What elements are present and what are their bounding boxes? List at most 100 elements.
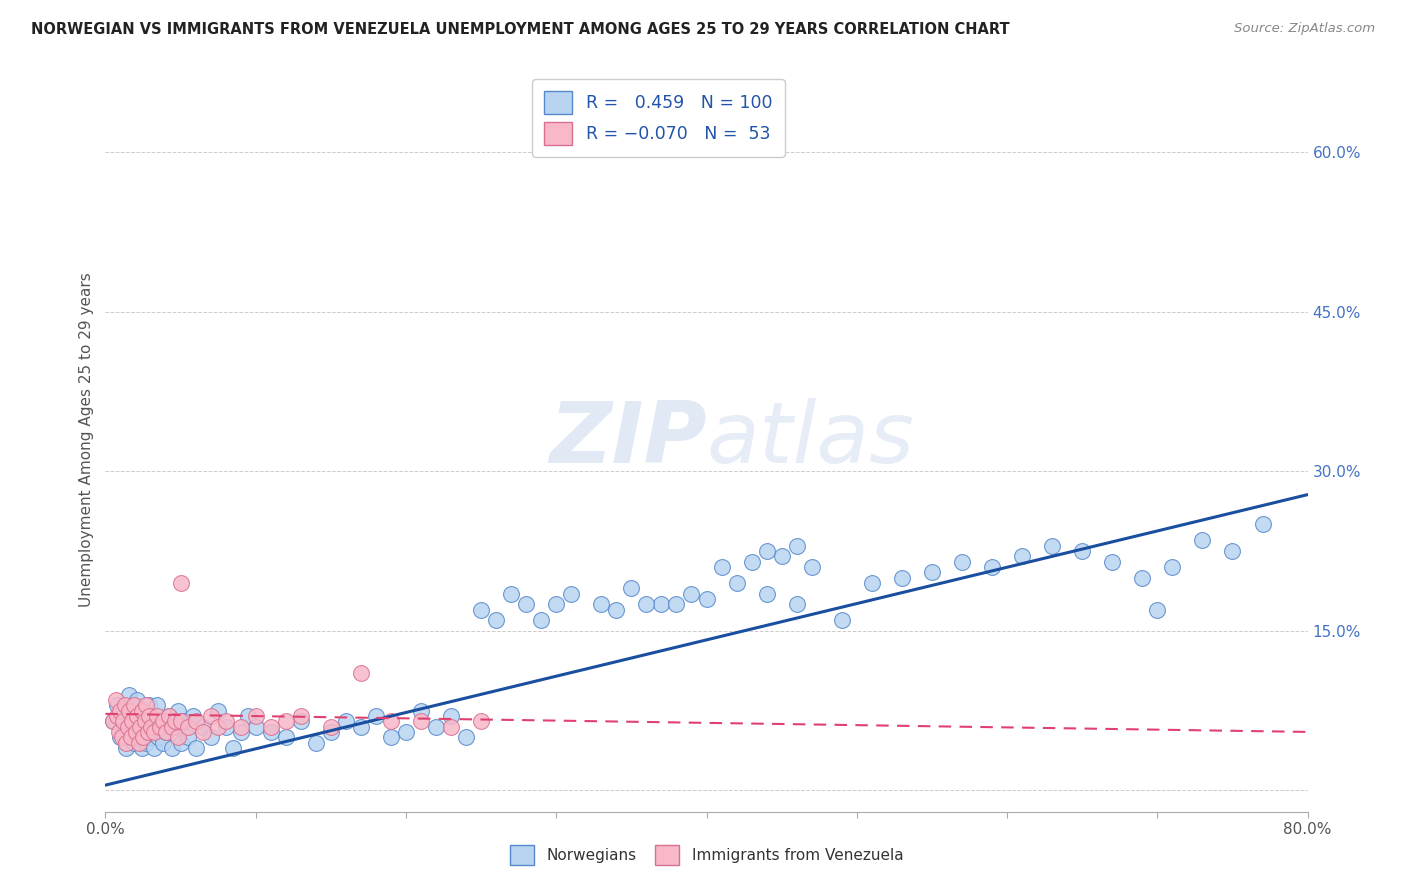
Point — [128, 730, 150, 744]
Point — [169, 735, 191, 749]
Point — [152, 735, 174, 749]
Point — [134, 704, 156, 718]
Point — [921, 566, 943, 580]
Point — [319, 720, 342, 734]
Point — [143, 720, 166, 734]
Point — [160, 740, 183, 755]
Point — [485, 613, 508, 627]
Point — [214, 720, 236, 734]
Point — [142, 740, 165, 755]
Point — [110, 704, 132, 718]
Point — [1146, 602, 1168, 616]
Point — [132, 730, 155, 744]
Point — [104, 693, 127, 707]
Point — [141, 709, 163, 723]
Point — [1222, 544, 1244, 558]
Point — [169, 714, 191, 729]
Point — [380, 730, 402, 744]
Point — [184, 714, 207, 729]
Point — [229, 720, 252, 734]
Point — [108, 725, 131, 739]
Point — [132, 725, 155, 739]
Point — [173, 714, 195, 729]
Point — [335, 714, 357, 729]
Point — [380, 714, 402, 729]
Point — [350, 720, 373, 734]
Point — [741, 555, 763, 569]
Point — [148, 714, 170, 729]
Text: Source: ZipAtlas.com: Source: ZipAtlas.com — [1234, 22, 1375, 36]
Point — [121, 704, 143, 718]
Point — [139, 730, 162, 744]
Point — [184, 740, 207, 755]
Point — [831, 613, 853, 627]
Point — [163, 714, 186, 729]
Point — [191, 725, 214, 739]
Point — [163, 720, 186, 734]
Point — [157, 709, 180, 723]
Point — [118, 704, 141, 718]
Point — [409, 714, 432, 729]
Point — [200, 709, 222, 723]
Point — [117, 720, 139, 734]
Point — [145, 698, 167, 713]
Point — [169, 576, 191, 591]
Point — [142, 725, 165, 739]
Point — [121, 714, 143, 729]
Point — [101, 714, 124, 729]
Point — [319, 725, 342, 739]
Point — [177, 720, 200, 734]
Point — [200, 730, 222, 744]
Point — [470, 602, 492, 616]
Point — [260, 725, 283, 739]
Point — [274, 714, 297, 729]
Point — [725, 576, 748, 591]
Point — [157, 709, 180, 723]
Point — [454, 730, 477, 744]
Point — [135, 735, 157, 749]
Point — [125, 693, 148, 707]
Point — [636, 597, 658, 611]
Point — [107, 698, 129, 713]
Point — [860, 576, 883, 591]
Point — [755, 544, 778, 558]
Point — [112, 714, 135, 729]
Point — [138, 698, 160, 713]
Point — [260, 720, 283, 734]
Point — [1011, 549, 1033, 564]
Text: NORWEGIAN VS IMMIGRANTS FROM VENEZUELA UNEMPLOYMENT AMONG AGES 25 TO 29 YEARS CO: NORWEGIAN VS IMMIGRANTS FROM VENEZUELA U… — [31, 22, 1010, 37]
Point — [1101, 555, 1123, 569]
Point — [440, 720, 463, 734]
Point — [290, 714, 312, 729]
Point — [1071, 544, 1094, 558]
Point — [229, 725, 252, 739]
Point — [770, 549, 793, 564]
Point — [786, 539, 808, 553]
Point — [112, 709, 135, 723]
Point — [152, 714, 174, 729]
Point — [1130, 571, 1153, 585]
Point — [124, 725, 146, 739]
Point — [222, 740, 245, 755]
Point — [155, 725, 177, 739]
Point — [440, 709, 463, 723]
Point — [501, 586, 523, 600]
Point — [305, 735, 328, 749]
Point — [155, 725, 177, 739]
Point — [274, 730, 297, 744]
Point — [1251, 517, 1274, 532]
Y-axis label: Unemployment Among Ages 25 to 29 years: Unemployment Among Ages 25 to 29 years — [79, 272, 94, 607]
Point — [136, 725, 159, 739]
Point — [131, 704, 153, 718]
Point — [425, 720, 447, 734]
Point — [214, 714, 236, 729]
Point — [681, 586, 703, 600]
Point — [120, 730, 142, 744]
Point — [117, 720, 139, 734]
Point — [1040, 539, 1063, 553]
Point — [148, 720, 170, 734]
Point — [160, 720, 183, 734]
Point — [1161, 560, 1184, 574]
Point — [114, 698, 136, 713]
Point — [238, 709, 260, 723]
